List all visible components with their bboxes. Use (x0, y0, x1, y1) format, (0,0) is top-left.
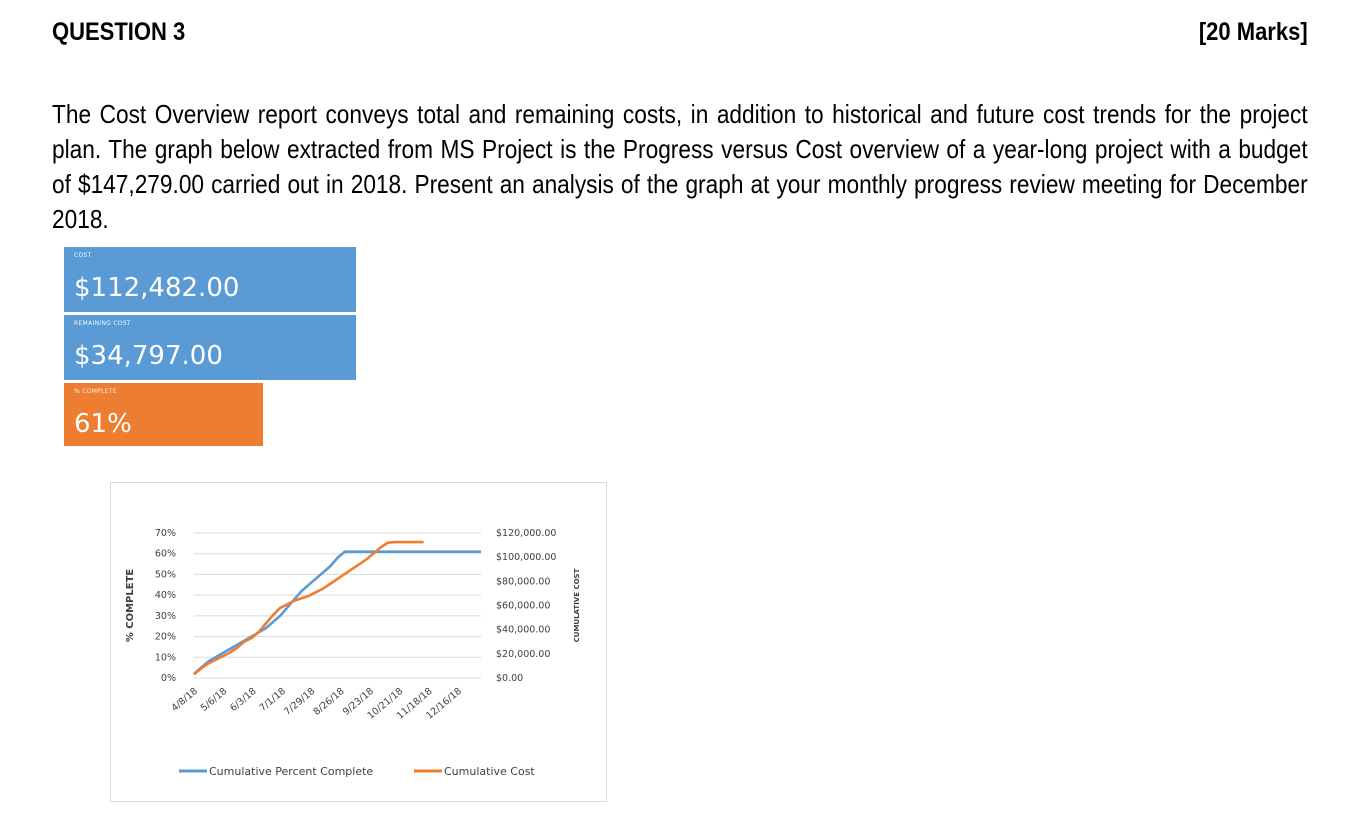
y2-tick-label: $120,000.00 (496, 528, 556, 539)
y-tick-label: 50% (155, 569, 176, 580)
y2-tick-label: $0.00 (496, 673, 523, 684)
y2-axis-title: CUMULATIVE COST (573, 568, 581, 642)
y-axis-title: % COMPLETE (125, 569, 136, 643)
x-tick-label: 8/26/18 (311, 686, 346, 718)
y-tick-label: 0% (161, 673, 176, 684)
y-tick-label: 70% (155, 528, 176, 539)
x-tick-label: 7/29/18 (282, 686, 317, 718)
y2-tick-label: $20,000.00 (496, 649, 550, 660)
cost-tile: COST $112,482.00 (64, 247, 356, 312)
remaining-cost-tile: REMAINING COST $34,797.00 (64, 315, 356, 380)
question-title: QUESTION 3 (52, 18, 186, 46)
y2-tick-label: $40,000.00 (496, 625, 550, 636)
series-line-percent-complete (193, 550, 481, 675)
question-body: The Cost Overview report conveys total a… (52, 99, 1308, 234)
x-tick-label: 6/3/18 (228, 686, 258, 714)
y2-tick-label: $100,000.00 (496, 552, 556, 563)
progress-cost-chart: 70% 60% 50% 40% 30% 20% 10% 0% $120,000.00 $100,… (110, 482, 607, 802)
series-line-cumulative-cost (193, 540, 424, 676)
question-marks: [20 Marks] (1199, 18, 1308, 46)
y-tick-label: 40% (155, 590, 176, 601)
percent-complete-value: 61% (74, 409, 132, 439)
x-tick-label: 5/6/18 (199, 686, 229, 714)
percent-complete-label: % COMPLETE (74, 388, 117, 395)
legend-label: Cumulative Cost (444, 765, 535, 778)
y-tick-label: 30% (155, 611, 176, 622)
percent-complete-tile: % COMPLETE 61% (64, 383, 263, 446)
y2-tick-label: $60,000.00 (496, 601, 550, 612)
cost-value: $112,482.00 (74, 273, 240, 303)
y-tick-label: 10% (155, 652, 176, 663)
x-tick-label: 4/8/18 (169, 686, 199, 714)
legend-label: Cumulative Percent Complete (209, 765, 373, 778)
remaining-cost-value: $34,797.00 (74, 341, 223, 371)
remaining-cost-label: REMAINING COST (74, 320, 131, 327)
cost-label: COST (74, 252, 92, 259)
y2-tick-label: $80,000.00 (496, 576, 550, 587)
y-tick-label: 20% (155, 632, 176, 643)
chart-svg: 70% 60% 50% 40% 30% 20% 10% 0% $120,000.00 $100,… (125, 528, 581, 778)
y-tick-label: 60% (155, 549, 176, 560)
